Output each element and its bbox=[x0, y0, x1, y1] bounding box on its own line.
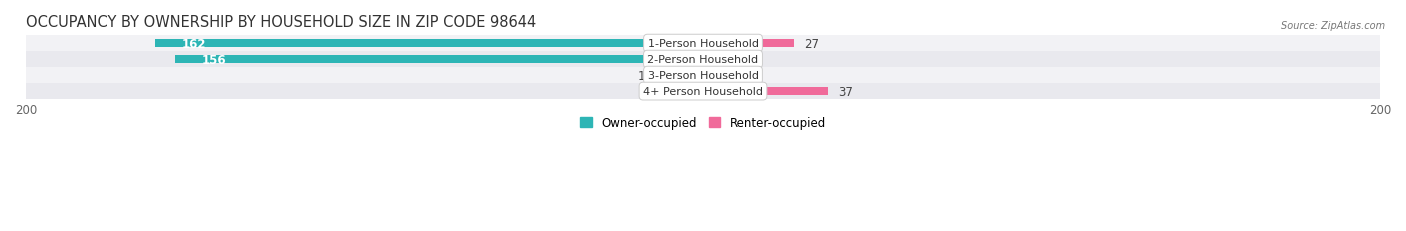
Text: OCCUPANCY BY OWNERSHIP BY HOUSEHOLD SIZE IN ZIP CODE 98644: OCCUPANCY BY OWNERSHIP BY HOUSEHOLD SIZE… bbox=[27, 15, 536, 30]
Bar bbox=[703, 56, 737, 64]
Bar bbox=[27, 68, 1379, 84]
Text: 156: 156 bbox=[202, 53, 226, 66]
Text: 0: 0 bbox=[713, 69, 720, 82]
Text: 3-Person Household: 3-Person Household bbox=[648, 71, 758, 81]
Text: 37: 37 bbox=[838, 85, 853, 98]
Bar bbox=[155, 40, 703, 48]
Bar bbox=[27, 36, 1379, 52]
Bar bbox=[703, 40, 794, 48]
Text: Source: ZipAtlas.com: Source: ZipAtlas.com bbox=[1281, 21, 1385, 31]
Text: 162: 162 bbox=[181, 37, 207, 50]
Text: 1-Person Household: 1-Person Household bbox=[648, 39, 758, 49]
Text: 2-Person Household: 2-Person Household bbox=[647, 55, 759, 65]
Bar bbox=[174, 56, 703, 64]
Bar bbox=[703, 88, 828, 96]
Text: 12: 12 bbox=[637, 69, 652, 82]
Legend: Owner-occupied, Renter-occupied: Owner-occupied, Renter-occupied bbox=[575, 112, 831, 134]
Bar bbox=[27, 52, 1379, 68]
Bar bbox=[27, 84, 1379, 100]
Text: 27: 27 bbox=[804, 37, 820, 50]
Text: 0: 0 bbox=[686, 85, 693, 98]
Text: 10: 10 bbox=[747, 53, 762, 66]
Text: 4+ Person Household: 4+ Person Household bbox=[643, 87, 763, 97]
Bar bbox=[662, 72, 703, 80]
